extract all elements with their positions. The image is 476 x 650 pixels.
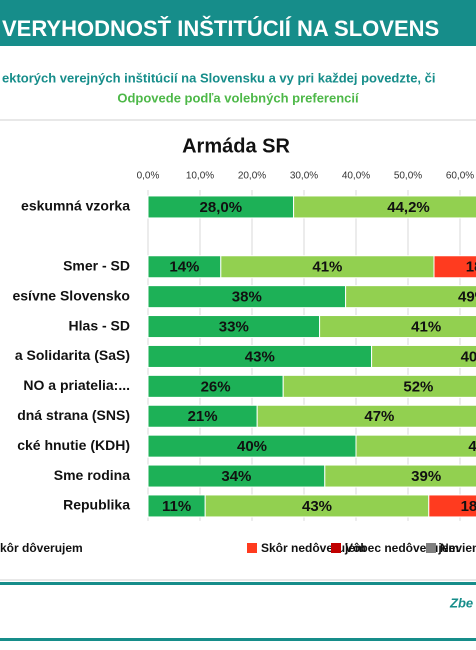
page-title: VERYHODNOSŤ INŠTITÚCIÍ NA SLOVENS — [2, 16, 439, 41]
value-label: 41% — [411, 319, 441, 336]
value-label: 14% — [169, 259, 199, 276]
value-label: 11% — [162, 498, 191, 515]
bar-segment — [319, 315, 476, 339]
value-label: 40% — [237, 438, 267, 455]
value-label: 34% — [221, 468, 251, 485]
source: Zbe — [449, 595, 473, 610]
x-tick-label: 0,0% — [137, 171, 160, 182]
category-label: Republika — [63, 497, 130, 513]
x-tick-label: 10,0% — [186, 171, 214, 182]
category-label: a Solidarita (SaS) — [15, 347, 130, 363]
category-label: NO a priatelia:... — [23, 377, 130, 393]
bar-segment — [282, 374, 476, 398]
category-label: esívne Slovensko — [12, 287, 130, 303]
value-label: 43% — [245, 348, 275, 365]
value-label: 52% — [403, 378, 433, 395]
value-label: 47% — [364, 408, 394, 425]
value-label: 40% — [461, 348, 476, 365]
rule — [0, 582, 476, 585]
x-tick-label: 50,0% — [394, 171, 422, 182]
value-label: 38% — [232, 289, 262, 306]
value-label: 18% — [461, 498, 476, 515]
legend-swatch — [331, 543, 341, 553]
value-label: 28,0% — [200, 199, 243, 216]
chart-title: Armáda SR — [182, 135, 290, 157]
value-label: 39% — [411, 468, 441, 485]
bar-segment — [355, 434, 476, 458]
title-band — [0, 0, 476, 46]
legend-label: Skôr dôverujem — [0, 541, 83, 555]
bar-segment — [293, 195, 476, 219]
x-tick-label: 40,0% — [342, 171, 370, 182]
bar-segment — [433, 255, 476, 279]
chart-frame — [0, 119, 476, 581]
subtitle: Odpovede podľa volebných preferencií — [117, 90, 359, 105]
bar-segment — [345, 285, 476, 309]
value-label: 43% — [302, 498, 332, 515]
x-tick-label: 60,0% — [446, 171, 474, 182]
bar-segment — [324, 464, 476, 488]
value-label: 44,2% — [387, 199, 430, 216]
x-tick-label: 20,0% — [238, 171, 266, 182]
value-label: 41% — [312, 259, 342, 276]
category-label: Smer - SD — [63, 257, 130, 273]
question: ektorých verejných inštitúcií na Slovens… — [2, 70, 436, 85]
category-label: cké hnutie (KDH) — [17, 437, 130, 453]
category-label: dná strana (SNS) — [17, 407, 130, 423]
category-label: Hlas - SD — [69, 317, 130, 333]
x-tick-label: 30,0% — [290, 171, 318, 182]
legend-swatch — [426, 543, 436, 553]
value-label: 33% — [219, 319, 249, 336]
value-label: 18% — [466, 259, 476, 276]
rule — [0, 638, 476, 641]
bar-segment — [256, 404, 476, 428]
category-label: eskumná vzorka — [21, 198, 130, 214]
value-label: 26% — [201, 378, 231, 395]
value-label: 49% — [468, 438, 476, 455]
legend-swatch — [247, 543, 257, 553]
legend-label: Neviem — [440, 541, 476, 555]
value-label: 21% — [188, 408, 218, 425]
value-label: 49% — [458, 289, 476, 306]
category-label: Sme rodina — [54, 467, 130, 483]
